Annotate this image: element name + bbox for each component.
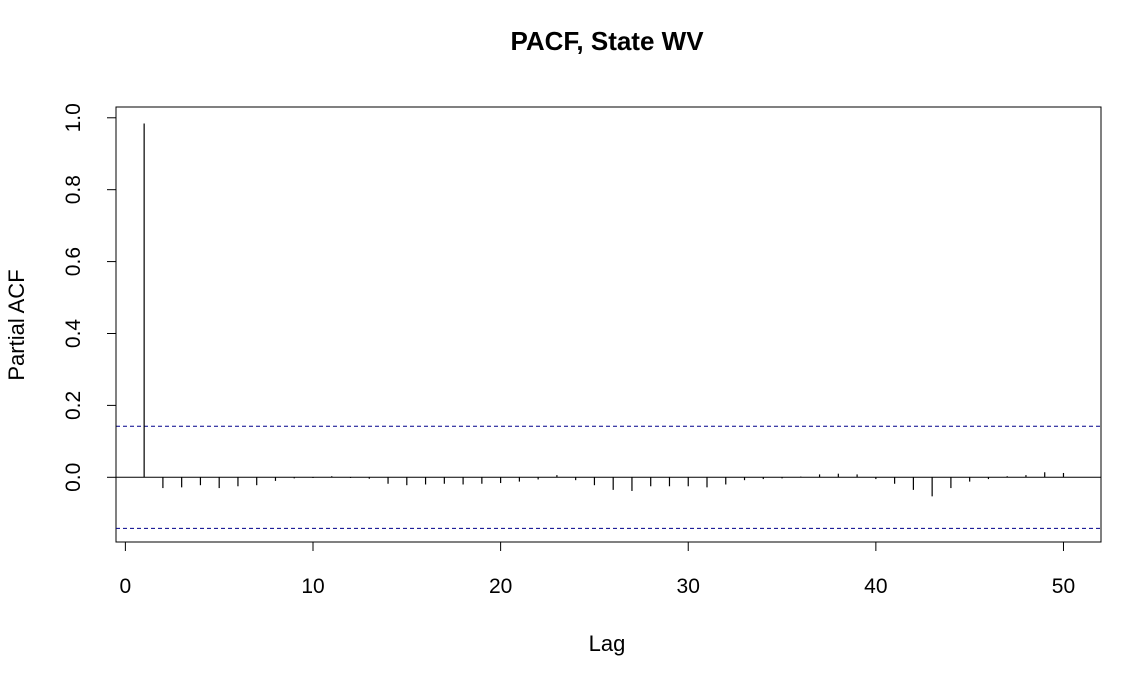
pacf-bars: [143, 123, 1065, 497]
plot-frame: [115, 106, 1102, 543]
x-tick-label: 20: [489, 575, 512, 598]
x-tick-label: 40: [864, 575, 887, 598]
x-tick-label: 0: [120, 575, 132, 598]
x-tick-label: 30: [677, 575, 700, 598]
x-tick-label: 50: [1052, 575, 1075, 598]
y-axis-label: Partial ACF: [4, 269, 29, 380]
confidence-bounds: [116, 425, 1101, 529]
y-tick-label: 0.6: [62, 247, 85, 276]
y-tick-label: 0.2: [62, 391, 85, 420]
y-tick-label: 0.4: [62, 319, 85, 349]
x-axis-label: Lag: [589, 631, 626, 656]
y-tick-label: 1.0: [62, 103, 85, 132]
chart-title: PACF, State WV: [510, 26, 704, 56]
y-tick-label: 0.8: [62, 175, 85, 204]
x-tick-label: 10: [301, 575, 324, 598]
y-tick-label: 0.0: [62, 463, 85, 492]
x-axis: 0 10 20 30 40 50: [120, 541, 1075, 598]
y-axis: 0.0 0.2 0.4 0.6 0.8 1.0: [62, 103, 117, 492]
